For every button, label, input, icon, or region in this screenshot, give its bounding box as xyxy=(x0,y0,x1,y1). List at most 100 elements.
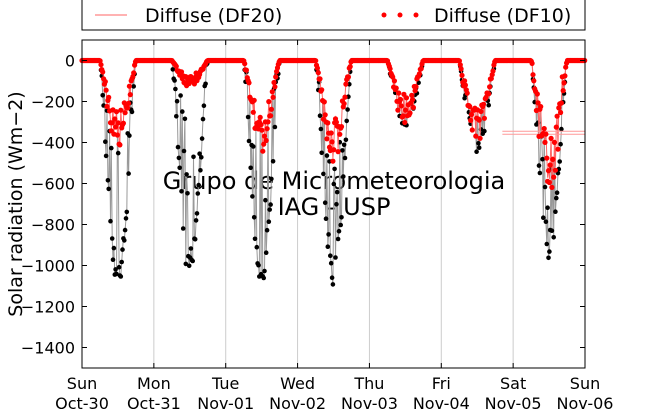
x-tick-label-day: Sun xyxy=(570,374,600,393)
point-global xyxy=(182,116,188,122)
point-df10 xyxy=(126,100,132,106)
point-global xyxy=(270,159,276,164)
point-df10 xyxy=(393,85,399,91)
point-df10 xyxy=(477,135,483,141)
point-df10 xyxy=(345,74,351,80)
point-df10 xyxy=(534,91,540,97)
point-df10 xyxy=(337,131,343,137)
point-global xyxy=(252,236,258,242)
point-global xyxy=(256,262,261,268)
point-global xyxy=(131,84,136,89)
point-global xyxy=(197,151,202,156)
point-global xyxy=(339,215,344,220)
point-df10 xyxy=(409,92,415,98)
point-df10 xyxy=(473,133,479,139)
point-global xyxy=(331,181,337,187)
point-global xyxy=(174,98,180,104)
legend-label-df20: Diffuse (DF20) xyxy=(145,5,282,27)
point-global xyxy=(272,124,278,130)
point-df10 xyxy=(529,60,535,66)
point-df10 xyxy=(329,139,335,145)
point-global xyxy=(122,238,127,243)
point-df10 xyxy=(400,113,406,119)
point-global xyxy=(198,168,203,173)
point-df10 xyxy=(313,58,319,64)
x-tick-label-date: Nov-03 xyxy=(341,394,398,409)
point-global xyxy=(263,197,268,203)
y-tick-label: −400 xyxy=(31,134,75,153)
point-df10 xyxy=(118,107,124,113)
point-df10 xyxy=(481,115,487,121)
point-global xyxy=(268,202,273,207)
x-tick-label-date: Nov-02 xyxy=(269,394,326,409)
point-global xyxy=(341,174,346,179)
x-tick-label-date: Nov-05 xyxy=(485,394,542,409)
point-global xyxy=(261,275,267,281)
point-df10 xyxy=(542,139,548,145)
point-global xyxy=(547,249,552,254)
point-global xyxy=(127,133,132,138)
point-global xyxy=(263,250,269,255)
point-df10 xyxy=(531,78,537,84)
point-global xyxy=(188,246,194,251)
point-global xyxy=(180,109,185,114)
point-df10 xyxy=(106,94,112,100)
point-global xyxy=(191,154,196,160)
x-tick-label-day: Sat xyxy=(500,374,526,393)
point-global xyxy=(172,78,177,83)
point-df10 xyxy=(530,72,536,78)
point-global xyxy=(115,150,121,156)
legend-label-df10: Diffuse (DF10) xyxy=(434,5,571,27)
point-global xyxy=(176,155,182,161)
point-global xyxy=(482,128,487,134)
point-global xyxy=(103,153,109,159)
point-df10 xyxy=(456,58,462,64)
point-df10 xyxy=(410,104,416,111)
point-df10 xyxy=(480,101,487,107)
point-global xyxy=(545,205,550,210)
point-global xyxy=(476,145,482,150)
point-df10 xyxy=(104,103,110,110)
point-df10 xyxy=(555,146,561,152)
point-global xyxy=(333,255,338,260)
point-df10 xyxy=(250,109,256,115)
point-global xyxy=(330,282,336,287)
point-df10 xyxy=(113,109,120,115)
point-global xyxy=(186,263,192,269)
point-df10 xyxy=(486,91,492,97)
point-global xyxy=(196,182,201,188)
point-df10 xyxy=(258,122,264,128)
point-df10 xyxy=(251,97,257,103)
point-global xyxy=(184,172,189,177)
point-global xyxy=(334,202,339,207)
point-df10 xyxy=(558,100,565,106)
point-global xyxy=(338,222,344,228)
point-df10 xyxy=(126,83,132,89)
point-global xyxy=(344,118,350,124)
point-df10 xyxy=(266,99,272,105)
point-df10 xyxy=(468,111,475,118)
point-global xyxy=(340,148,345,153)
point-global xyxy=(326,232,331,237)
point-df10 xyxy=(487,84,493,90)
point-global xyxy=(557,159,562,164)
x-tick-label-day: Sun xyxy=(67,374,97,393)
point-global xyxy=(343,137,349,143)
point-df10 xyxy=(122,110,128,116)
point-df10 xyxy=(387,66,393,72)
point-df10 xyxy=(409,97,416,103)
point-global xyxy=(559,126,564,132)
point-global xyxy=(108,218,113,224)
point-global xyxy=(190,258,195,264)
point-global xyxy=(201,103,207,108)
x-tick-label-day: Mon xyxy=(137,374,171,393)
point-df10 xyxy=(468,117,474,123)
point-df10 xyxy=(269,89,275,95)
point-global xyxy=(245,114,251,120)
point-df10 xyxy=(562,73,568,79)
point-df10 xyxy=(551,139,558,145)
point-df10 xyxy=(314,65,320,71)
point-df10 xyxy=(343,81,349,87)
y-axis: 0 −200 −400 −600 −800 −1000 −1200 −1400 xyxy=(21,52,585,358)
